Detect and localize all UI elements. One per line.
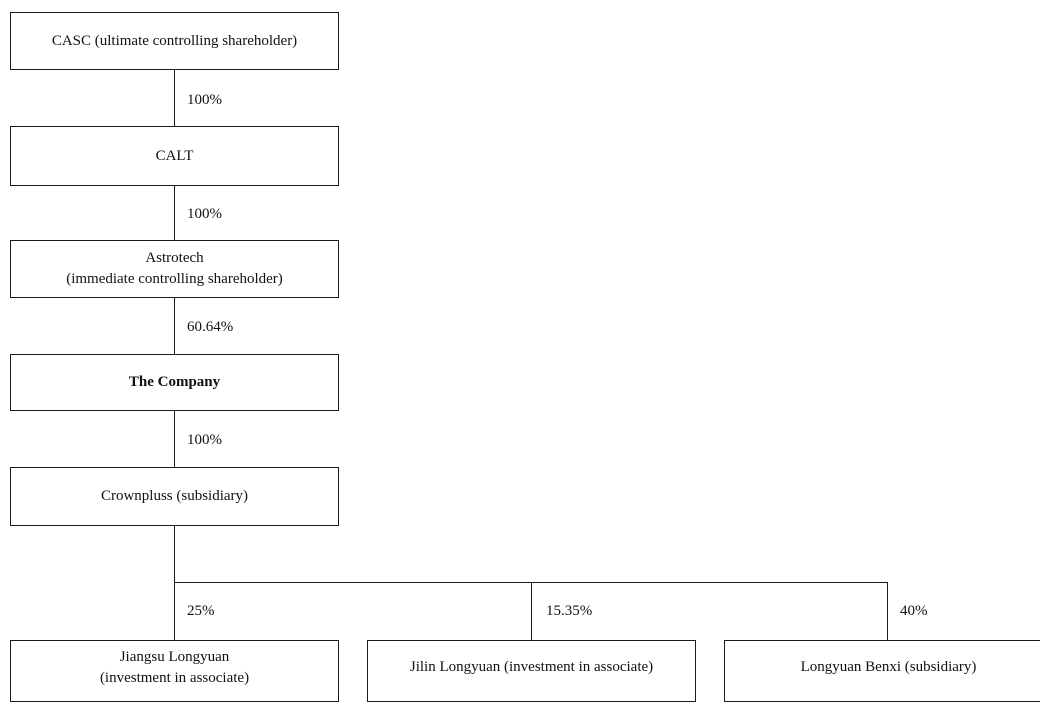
ownership-crownpluss-benxi: 40%	[900, 603, 928, 619]
connector-to-benxi	[887, 582, 888, 641]
node-casc: CASC (ultimate controlling shareholder)	[10, 12, 339, 70]
connector-company-crownpluss	[174, 410, 175, 468]
node-crownpluss-label: Crownpluss (subsidiary)	[100, 488, 249, 504]
node-astrotech-label-line2: (immediate controlling shareholder)	[66, 271, 283, 287]
ownership-astrotech-company: 60.64%	[187, 319, 234, 335]
node-calt: CALT	[10, 126, 339, 186]
connector-to-jiangsu	[174, 582, 175, 641]
node-calt-label: CALT	[155, 147, 194, 164]
connector-astrotech-company	[174, 297, 175, 355]
connector-casc-calt	[174, 69, 175, 127]
connector-crownpluss-trunk	[174, 525, 175, 583]
node-company-label: The Company	[128, 374, 221, 390]
node-crownpluss: Crownpluss (subsidiary)	[10, 467, 339, 526]
node-jilin: Jilin Longyuan (investment in associate)	[367, 640, 696, 702]
ownership-crownpluss-jiangsu: 25%	[187, 603, 215, 619]
node-jiangsu-label-line2: (investment in associate)	[99, 670, 250, 686]
ownership-crownpluss-jilin: 15.35%	[546, 603, 593, 619]
node-company: The Company	[10, 354, 339, 411]
node-jiangsu: Jiangsu Longyuan (investment in associat…	[10, 640, 339, 702]
node-benxi: Longyuan Benxi (subsidiary)	[724, 640, 1040, 702]
node-jilin-label: Jilin Longyuan (investment in associate)	[409, 659, 654, 675]
node-astrotech: Astrotech (immediate controlling shareho…	[10, 240, 339, 298]
node-jiangsu-label-line1: Jiangsu Longyuan	[119, 649, 230, 665]
node-casc-label: CASC (ultimate controlling shareholder)	[51, 32, 298, 49]
connector-to-jilin	[531, 582, 532, 641]
ownership-company-crownpluss: 100%	[187, 432, 222, 448]
ownership-casc-calt: 100%	[187, 92, 222, 108]
node-benxi-label: Longyuan Benxi (subsidiary)	[800, 659, 977, 675]
ownership-calt-astrotech: 100%	[187, 206, 222, 222]
connector-calt-astrotech	[174, 185, 175, 241]
node-astrotech-label-line1: Astrotech	[145, 250, 204, 266]
